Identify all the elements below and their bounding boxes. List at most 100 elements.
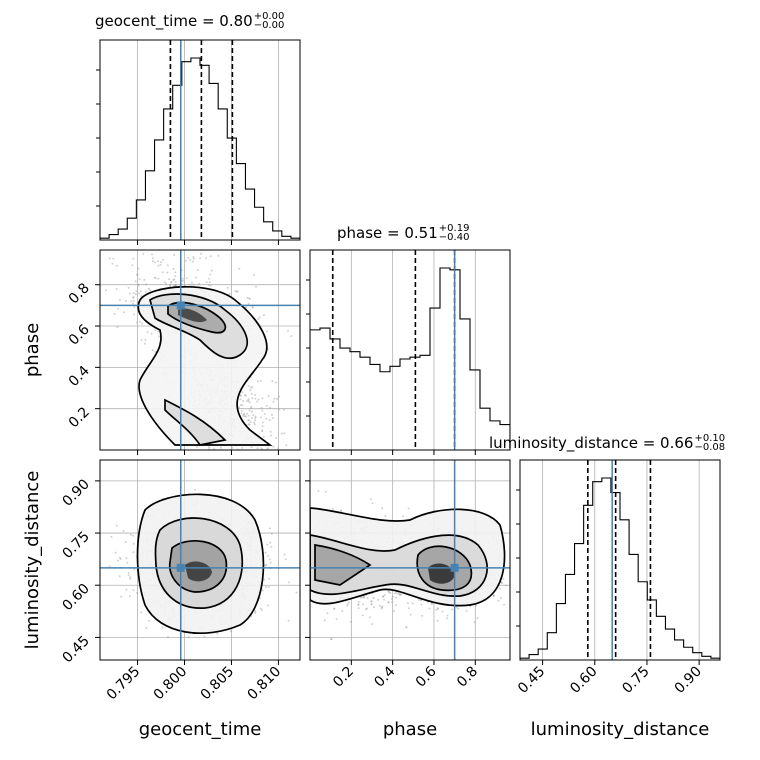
xaxis-luminosity-distance-row2-ticklabel-3: 0.90 <box>672 664 705 697</box>
panel-geocent-time-vs-phase-sample <box>174 280 177 283</box>
panel-phase-vs-luminosity-distance-sample <box>335 617 338 620</box>
panel-geocent-time-vs-phase-sample <box>207 284 210 287</box>
panel-geocent-time-vs-phase-sample <box>198 282 200 285</box>
panel-geocent-time-vs-phase-sample <box>275 437 278 439</box>
hist-geocent-time-bin <box>191 58 200 240</box>
hist-geocent-time-grid <box>137 40 279 240</box>
panel-geocent-time-vs-phase-sample <box>250 446 253 449</box>
panel-phase-vs-luminosity-distance-sample <box>382 595 385 598</box>
panel-geocent-time-vs-phase-sample <box>270 414 273 416</box>
panel-geocent-time-vs-luminosity-distance-sample <box>126 561 129 564</box>
panel-geocent-time-vs-phase-sample <box>157 277 160 280</box>
panel-geocent-time-vs-luminosity-distance-sample <box>129 576 132 579</box>
hist-phase-bin <box>420 355 430 450</box>
panel-geocent-time-vs-phase-contour-1 <box>149 293 249 446</box>
panel-geocent-time-vs-luminosity-distance-sample <box>110 535 113 538</box>
panel-phase-vs-luminosity-distance-sample <box>389 592 392 594</box>
panel-geocent-time-vs-phase-sample <box>260 416 262 419</box>
panel-geocent-time-vs-phase-sample <box>151 349 154 352</box>
panel-geocent-time-vs-phase-sample <box>251 386 254 389</box>
panel-phase-vs-luminosity-distance-sample <box>383 594 386 597</box>
panel-geocent-time-vs-phase-sample <box>132 292 135 295</box>
panel-geocent-time-vs-phase-sample <box>190 281 193 284</box>
panel-geocent-time-vs-luminosity-distance-sample <box>229 630 232 633</box>
panel-geocent-time-vs-luminosity-distance-sample <box>167 636 169 639</box>
panel-phase-vs-luminosity-distance-sample <box>492 594 495 597</box>
panel-geocent-time-vs-phase-sample <box>213 464 215 466</box>
hist-geocent-time-bin <box>127 218 136 240</box>
panel-geocent-time-vs-phase-sample <box>238 267 241 270</box>
panel-geocent-time-vs-luminosity-distance-frame <box>99 459 301 661</box>
panel-geocent-time-vs-phase-sample <box>241 446 244 449</box>
panel-geocent-time-vs-phase-sample <box>127 286 130 289</box>
hist-geocent-time-bin <box>255 207 264 240</box>
panel-geocent-time-vs-phase-sample <box>278 408 281 411</box>
hist-phase-bin <box>460 319 470 450</box>
panel-geocent-time-vs-phase-sample <box>239 394 242 397</box>
panel-geocent-time-vs-phase-sample <box>199 257 202 260</box>
panel-geocent-time-vs-phase-sample <box>277 447 280 450</box>
title-geocent-time: geocent_time = 0.80 +0.00 −0.00 <box>95 11 284 31</box>
panel-geocent-time-vs-phase-sample <box>131 264 134 267</box>
panel-geocent-time-vs-phase-sample <box>217 254 220 257</box>
panel-geocent-time-vs-phase-sample <box>268 419 271 421</box>
hist-phase-bin <box>330 339 340 450</box>
panel-geocent-time-vs-luminosity-distance-sample <box>118 556 121 559</box>
panel-geocent-time-vs-phase-sample <box>236 290 239 293</box>
panel-geocent-time-vs-phase-sample <box>159 263 162 266</box>
panel-geocent-time-vs-luminosity-distance-sample <box>260 609 263 612</box>
xaxis-geocent-time-row2-ticklabel-2: 0.805 <box>198 664 238 704</box>
panel-geocent-time-vs-phase-sample <box>250 407 253 410</box>
panel-phase-vs-luminosity-distance-sample <box>383 598 386 601</box>
panel-phase-vs-luminosity-distance-sample <box>346 603 349 606</box>
panel-geocent-time-vs-phase-sample <box>239 398 242 401</box>
title-luminosity-distance: luminosity_distance = 0.66 +0.10 −0.08 <box>489 433 725 453</box>
ylabel-phase: phase <box>22 323 43 377</box>
panel-geocent-time-vs-phase-sample <box>254 415 257 418</box>
panel-geocent-time-vs-luminosity-distance-sample <box>269 541 272 544</box>
panel-geocent-time-vs-phase-density-3 <box>178 308 207 323</box>
panel-phase-vs-luminosity-distance-sample <box>370 498 372 501</box>
panel-geocent-time-vs-phase-sample <box>239 404 242 406</box>
panel-geocent-time-vs-phase-sample <box>266 447 269 450</box>
panel-phase-vs-luminosity-distance-sample <box>441 610 444 613</box>
hist-phase-bin <box>360 357 370 450</box>
panel-phase-vs-luminosity-distance-sample <box>402 515 405 518</box>
panel-phase-vs-luminosity-distance-sample <box>473 621 476 624</box>
panel-geocent-time-vs-luminosity-distance-sample <box>266 543 269 546</box>
panel-geocent-time-vs-luminosity-distance-sample <box>148 619 151 622</box>
panel-geocent-time-vs-phase-sample <box>233 463 235 465</box>
hist-geocent-time-bin <box>245 189 254 240</box>
panel-geocent-time-vs-luminosity-distance-sample <box>117 559 119 562</box>
panel-geocent-time-vs-phase-sample <box>117 307 119 310</box>
panel-geocent-time-vs-phase-sample <box>274 381 277 384</box>
yaxis-phase-col0-ticklabel-2: 0.6 <box>66 321 93 348</box>
panel-phase-vs-luminosity-distance-sample <box>411 602 414 605</box>
panel-geocent-time-vs-phase-sample <box>157 330 160 333</box>
panel-geocent-time-vs-luminosity-distance-sample <box>265 586 268 588</box>
panel-geocent-time-vs-phase-sample <box>132 296 135 299</box>
panel-geocent-time-vs-phase-sample <box>243 415 246 418</box>
panel-geocent-time-vs-phase-sample <box>257 455 259 457</box>
panel-phase-vs-luminosity-distance-sample <box>360 596 363 599</box>
panel-geocent-time-vs-phase-sample <box>260 406 263 409</box>
hist-luminosity-distance-bin <box>593 482 602 660</box>
panel-geocent-time-vs-phase-sample <box>287 329 289 332</box>
panel-phase-vs-luminosity-distance-sample <box>502 577 505 580</box>
panel-geocent-time-vs-phase-sample <box>302 428 304 430</box>
panel-phase-vs-luminosity-distance-sample <box>394 596 397 599</box>
panel-phase-vs-luminosity-distance-sample <box>357 601 360 604</box>
panel-phase-vs-luminosity-distance-sample <box>446 617 449 620</box>
panel-phase-vs-luminosity-distance-sample <box>370 600 373 603</box>
panel-phase-vs-luminosity-distance-sample <box>391 601 393 604</box>
panel-geocent-time-vs-phase-sample <box>113 312 116 315</box>
panel-geocent-time-vs-luminosity-distance-sample <box>266 554 269 557</box>
panel-geocent-time-vs-phase-sample <box>254 419 257 422</box>
panel-geocent-time-vs-phase-contour-2 <box>167 301 227 334</box>
panel-geocent-time-vs-luminosity-distance-sample <box>324 610 326 612</box>
panel-geocent-time-vs-phase-sample <box>130 300 133 303</box>
panel-phase-vs-luminosity-distance-sample <box>407 607 410 610</box>
panel-geocent-time-vs-luminosity-distance-sample <box>187 636 190 638</box>
panel-geocent-time-vs-phase-sample <box>246 400 249 403</box>
panel-geocent-time-vs-phase-sample <box>138 278 141 281</box>
